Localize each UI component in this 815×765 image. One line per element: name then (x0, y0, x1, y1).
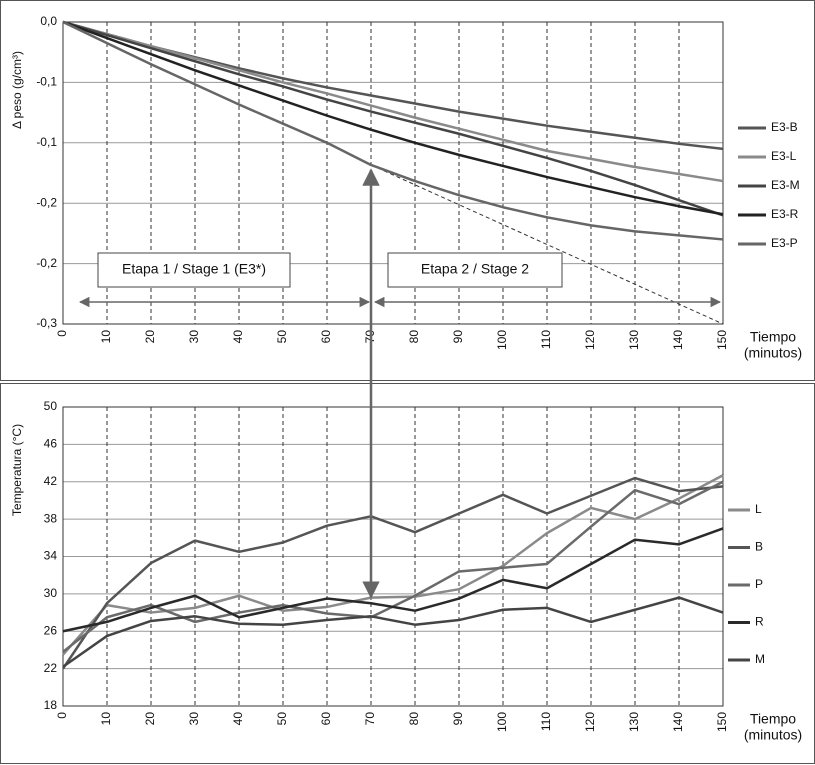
x-tick-label: 100 (495, 712, 509, 732)
legend-label: R (755, 615, 764, 629)
x-tick-label: 0 (55, 330, 69, 337)
plot-frame (62, 406, 724, 707)
y-tick-label: -0,2 (36, 256, 57, 270)
x-tick-label: 140 (671, 712, 685, 732)
x-tick-label: 20 (143, 712, 157, 726)
series-line (62, 20, 724, 151)
series-line (62, 20, 724, 241)
y-tick-label: -0,3 (36, 316, 57, 330)
x-tick-label: 30 (187, 712, 201, 726)
x-tick-label: 80 (407, 712, 421, 726)
x-tick-label: 50 (275, 712, 289, 726)
y-tick-label: 34 (44, 549, 58, 563)
x-axis-label: Tiempo (750, 711, 796, 727)
y-tick-label: -0,2 (36, 195, 57, 209)
series-line (62, 480, 724, 653)
legend-label: E3-L (771, 149, 797, 163)
x-tick-label: 10 (99, 330, 113, 344)
y-tick-label: -0,1 (36, 75, 57, 89)
x-tick-label: 140 (671, 330, 685, 350)
series-line (62, 20, 724, 216)
legend-label: E3-P (771, 236, 798, 250)
series-line (62, 20, 724, 217)
x-tick-label: 30 (187, 330, 201, 344)
x-tick-label: 20 (143, 330, 157, 344)
x-tick-label: 130 (627, 330, 641, 350)
series-line (62, 474, 724, 656)
y-tick-label: 18 (44, 698, 58, 712)
x-tick-label: 70 (363, 712, 377, 726)
y-tick-label: 38 (44, 511, 58, 525)
x-tick-label: 60 (319, 330, 333, 344)
stage-1-box (97, 252, 291, 288)
x-tick-label: 60 (319, 712, 333, 726)
x-tick-label: 120 (583, 330, 597, 350)
x-tick-label: 110 (539, 712, 553, 731)
stage-1-label: Etapa 1 / Stage 1 (E3*) (122, 261, 266, 277)
x-tick-label: 40 (231, 712, 245, 726)
y-axis-label: Δ peso (g/cm³) (10, 51, 24, 129)
x-tick-label: 150 (715, 712, 729, 732)
x-tick-label: 90 (451, 712, 465, 726)
legend-label: M (755, 652, 765, 666)
x-axis-label: Tiempo (750, 329, 796, 345)
series-line (62, 20, 724, 183)
x-tick-label: 120 (583, 712, 597, 732)
x-tick-label: 40 (231, 330, 245, 344)
x-tick-label: 80 (407, 330, 421, 344)
series-line (62, 596, 724, 668)
x-tick-label: 100 (495, 330, 509, 350)
legend-label: E3-R (771, 207, 799, 221)
y-tick-label: 42 (44, 474, 58, 488)
y-tick-label: 26 (44, 623, 58, 637)
x-tick-label: 130 (627, 712, 641, 732)
y-tick-label: 22 (44, 661, 58, 675)
x-tick-label: 110 (539, 330, 553, 349)
plot-frame (62, 21, 724, 325)
x-tick-label: 50 (275, 330, 289, 344)
legend-label: P (755, 577, 763, 591)
x-tick-label: 90 (451, 330, 465, 344)
legend-label: B (755, 540, 763, 554)
y-tick-label: -0,1 (36, 135, 57, 149)
legend-label: L (755, 502, 762, 516)
y-axis-label: Temperatura (°C) (10, 424, 24, 516)
x-tick-label: 0 (55, 712, 69, 719)
series-line (62, 527, 724, 633)
legend-label: E3-M (771, 178, 800, 192)
y-tick-label: 0,0 (40, 14, 57, 28)
x-axis-label: (minutos) (744, 727, 802, 743)
stage-2-label: Etapa 2 / Stage 2 (421, 261, 529, 277)
stage-2-box (387, 252, 563, 288)
y-tick-label: 50 (44, 399, 58, 413)
legend-label: E3-B (771, 120, 798, 134)
trend-line (370, 164, 724, 325)
x-tick-label: 10 (99, 712, 113, 726)
x-axis-label: (minutos) (744, 345, 802, 361)
y-tick-label: 46 (44, 437, 58, 451)
x-tick-label: 150 (715, 330, 729, 350)
y-tick-label: 30 (44, 586, 58, 600)
series-line (61, 476, 724, 670)
